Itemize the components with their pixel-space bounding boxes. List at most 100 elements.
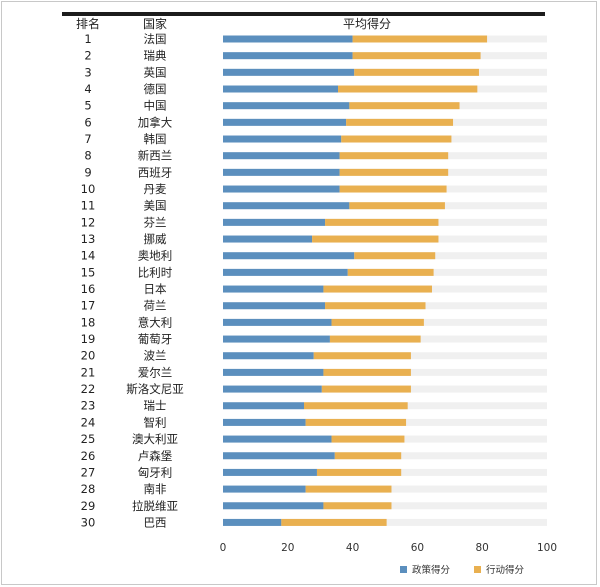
rank-label: 4 <box>84 82 91 96</box>
country-label: 爱尔兰 <box>138 365 173 379</box>
x-tick-label: 80 <box>476 542 489 554</box>
x-tick-label: 40 <box>346 542 359 554</box>
bar-segment-policy <box>223 85 339 93</box>
legend-label: 政策得分 <box>412 564 451 576</box>
x-axis: 0 20 40 60 80 100 <box>220 542 557 554</box>
country-label: 意大利 <box>138 315 173 329</box>
country-label: 瑞典 <box>144 49 167 63</box>
country-label: 挪威 <box>144 232 167 246</box>
rank-label: 12 <box>81 215 96 229</box>
row-16: 16 日本 <box>81 282 547 296</box>
row-9: 9 西班牙 <box>84 165 547 179</box>
bar-segment-policy <box>223 452 335 460</box>
row-4: 4 德国 <box>84 82 547 96</box>
bar-segment-action <box>331 318 424 326</box>
rank-label: 13 <box>81 232 96 246</box>
rank-label: 16 <box>81 282 96 296</box>
row-18: 18 意大利 <box>81 315 547 329</box>
row-25: 25 澳大利亚 <box>81 432 547 446</box>
row-27: 27 匈牙利 <box>81 465 547 479</box>
country-label: 瑞士 <box>144 399 167 413</box>
country-label: 中国 <box>144 99 167 113</box>
row-10: 10 丹麦 <box>81 182 547 196</box>
legend-swatch <box>400 566 407 573</box>
bar-segment-policy <box>223 435 332 443</box>
country-label: 澳大利亚 <box>132 432 178 446</box>
rank-label: 26 <box>81 449 96 463</box>
bar-segment-action <box>352 52 481 60</box>
bar-segment-policy <box>223 218 326 226</box>
bar-segment-policy <box>223 368 324 376</box>
row-13: 13 挪威 <box>81 232 547 246</box>
bar-segment-action <box>323 502 392 510</box>
legend-label: 行动得分 <box>486 564 525 576</box>
rank-label: 30 <box>81 515 96 529</box>
row-28: 28 南非 <box>81 482 547 496</box>
rank-label: 2 <box>84 49 91 63</box>
bar-segment-policy <box>223 302 326 310</box>
row-7: 7 韩国 <box>84 132 547 146</box>
country-label: 奥地利 <box>138 249 173 263</box>
header-rule <box>62 12 545 16</box>
rank-label: 22 <box>81 382 96 396</box>
bar-segment-action <box>323 368 411 376</box>
country-label: 日本 <box>144 282 167 296</box>
score-header: 平均得分 <box>343 16 391 31</box>
bar-segment-action <box>334 452 402 460</box>
bar-segment-policy <box>223 502 324 510</box>
row-3: 3 英国 <box>84 65 547 79</box>
row-15: 15 比利时 <box>81 265 547 279</box>
country-label: 拉脱维亚 <box>132 499 178 513</box>
country-label: 南非 <box>144 482 167 496</box>
rank-label: 21 <box>81 365 96 379</box>
bar-segment-action <box>321 385 411 393</box>
bar-segment-action <box>313 352 411 360</box>
bar-segment-action <box>339 185 447 193</box>
row-1: 1 法国 <box>84 32 547 46</box>
country-label: 美国 <box>144 199 167 213</box>
rank-label: 3 <box>84 65 91 79</box>
row-6: 6 加拿大 <box>84 115 547 129</box>
bar-segment-action <box>323 285 432 293</box>
rank-label: 23 <box>81 399 96 413</box>
country-label: 荷兰 <box>144 299 167 313</box>
rank-label: 7 <box>84 132 91 146</box>
row-11: 11 美国 <box>81 199 547 213</box>
rank-header: 排名 <box>76 16 100 31</box>
x-tick-label: 100 <box>537 542 557 554</box>
x-tick-label: 0 <box>220 542 227 554</box>
row-8: 8 新西兰 <box>84 149 547 163</box>
country-label: 西班牙 <box>138 165 173 179</box>
row-2: 2 瑞典 <box>84 49 547 63</box>
row-26: 26 卢森堡 <box>81 449 547 463</box>
bar-segment-policy <box>223 352 314 360</box>
country-label: 芬兰 <box>144 215 167 229</box>
x-tick-label: 60 <box>411 542 424 554</box>
rank-label: 15 <box>81 265 96 279</box>
country-label: 智利 <box>144 415 167 429</box>
row-20: 20 波兰 <box>81 349 547 363</box>
bar-segment-policy <box>223 268 348 276</box>
bar-segment-action <box>325 302 426 310</box>
row-23: 23 瑞士 <box>81 399 547 413</box>
country-header: 国家 <box>143 16 167 31</box>
bar-segment-policy <box>223 135 342 143</box>
row-29: 29 拉脱维亚 <box>81 499 547 513</box>
rank-label: 18 <box>81 315 96 329</box>
country-label: 德国 <box>144 82 167 96</box>
rank-label: 1 <box>84 32 91 46</box>
bar-segment-action <box>316 468 402 476</box>
bar-segment-policy <box>223 285 324 293</box>
bar-segment-action <box>325 218 439 226</box>
bar-segment-action <box>331 435 405 443</box>
bar-segment-policy <box>223 185 340 193</box>
bar-segment-policy <box>223 252 355 260</box>
row-14: 14 奥地利 <box>81 249 547 263</box>
bar-segment-action <box>349 202 445 210</box>
bar-segment-action <box>281 518 387 526</box>
bar-segment-policy <box>223 385 322 393</box>
bar-segment-action <box>305 418 407 426</box>
country-label: 匈牙利 <box>138 465 173 479</box>
